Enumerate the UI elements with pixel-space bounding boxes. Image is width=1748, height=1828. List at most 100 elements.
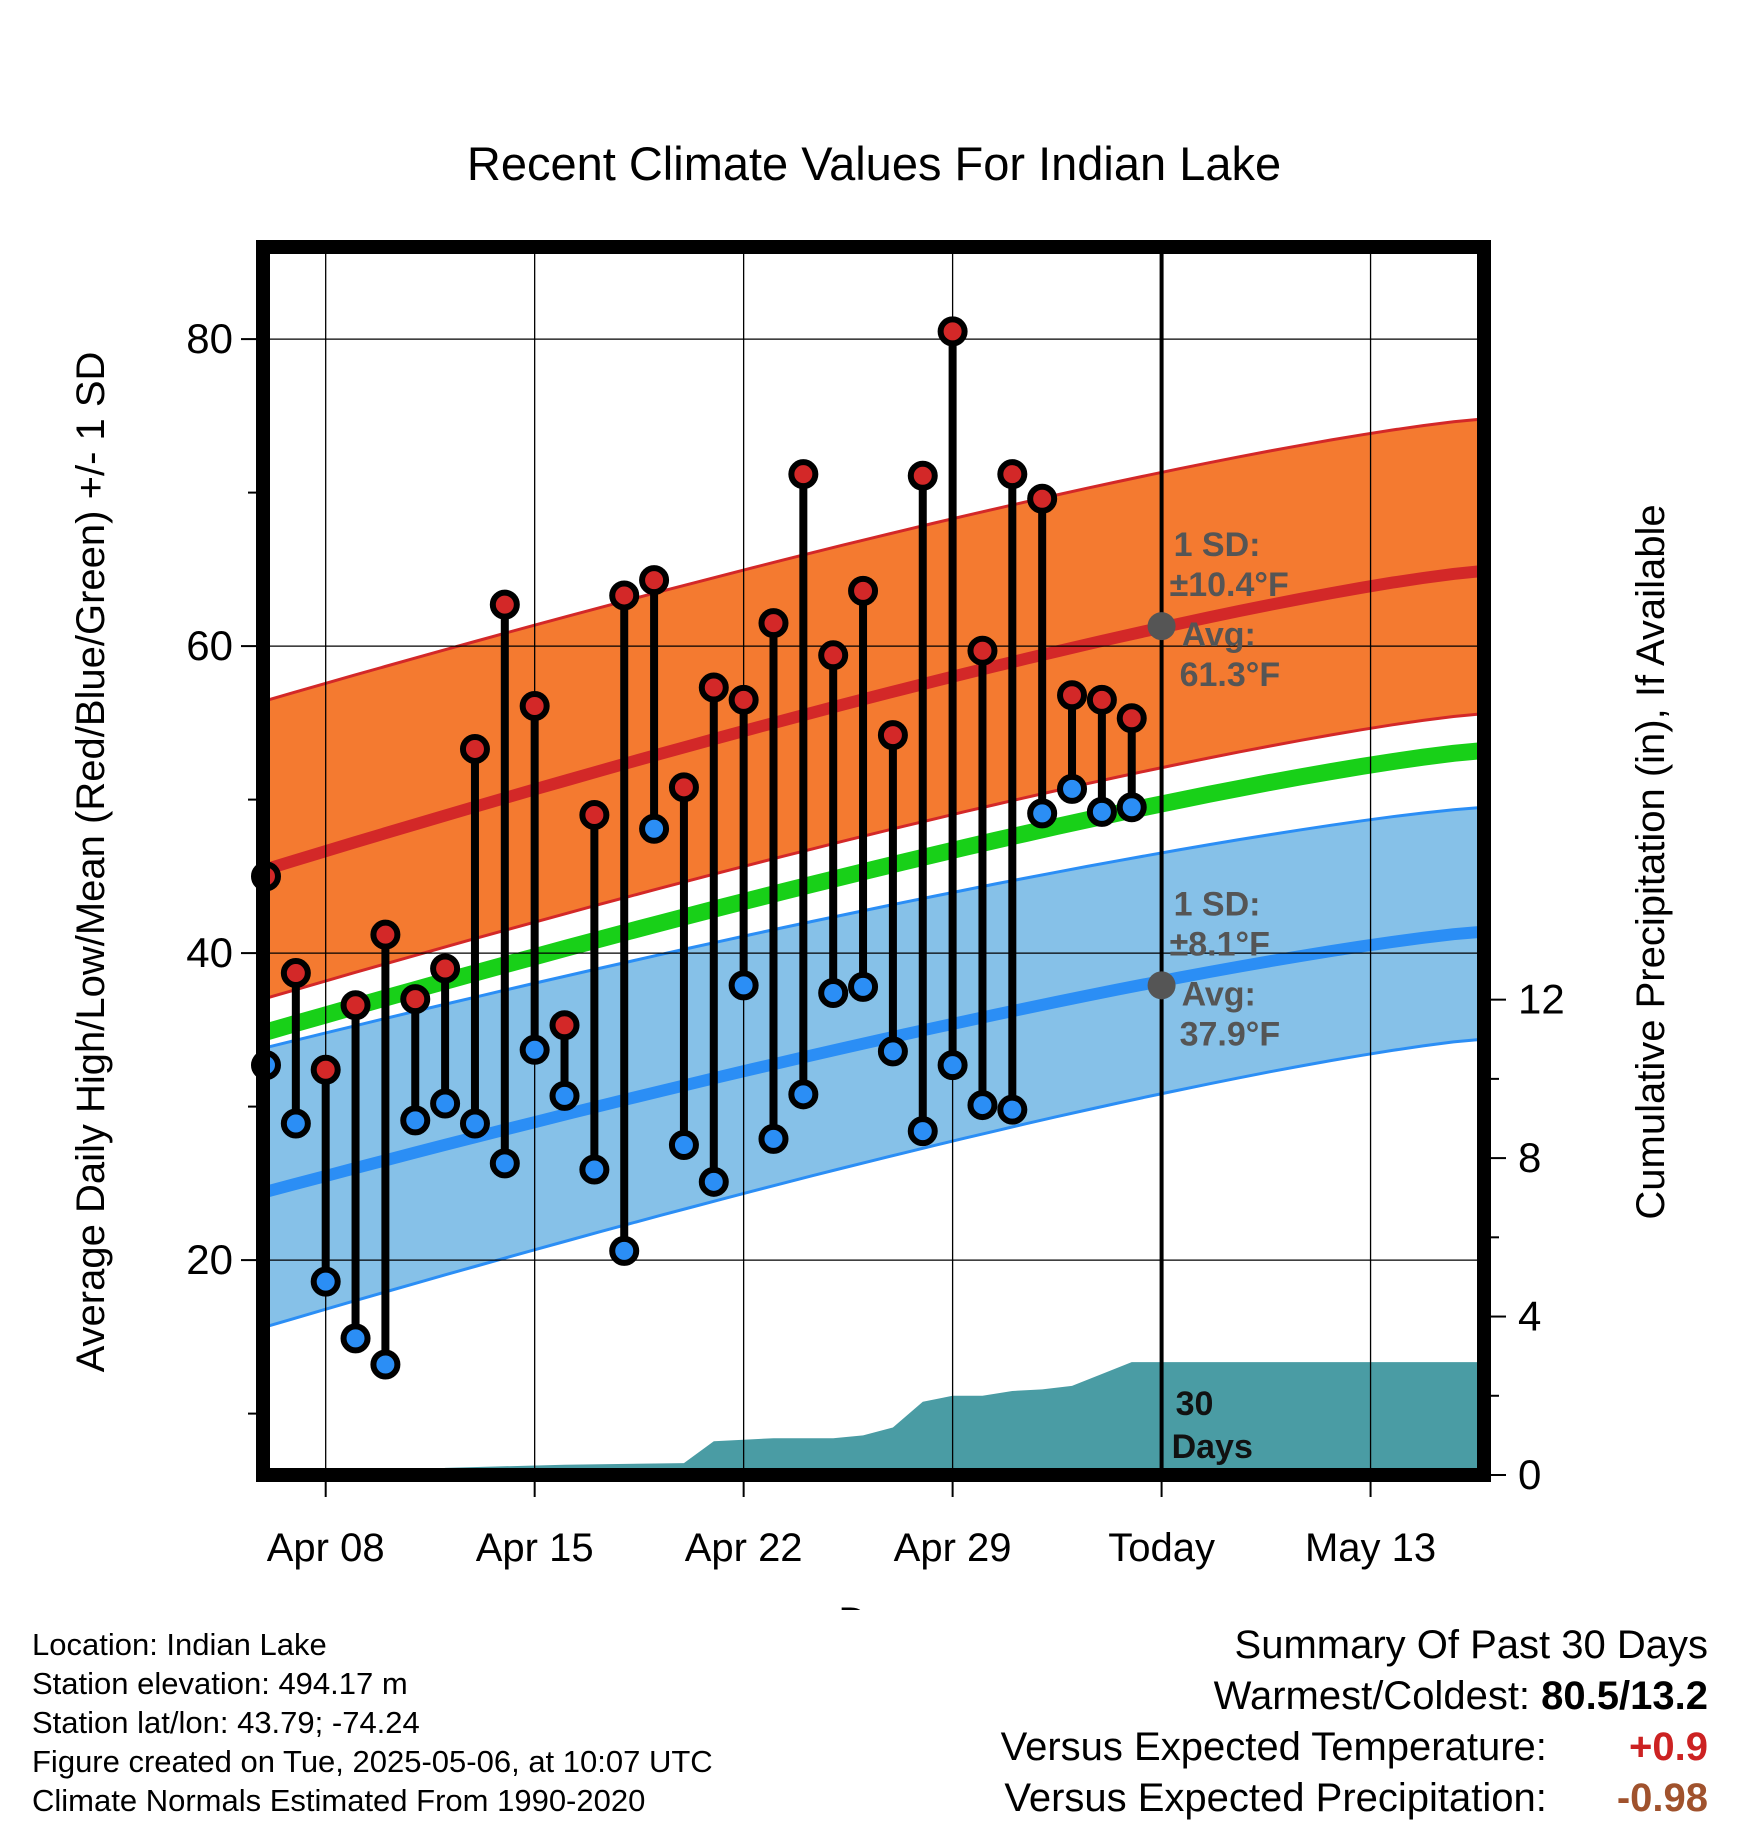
daily-low-point: [280, 1108, 311, 1139]
daily-high-point: [967, 635, 998, 666]
warmest-coldest-value: 80.5/13.2: [1541, 1674, 1708, 1718]
today-low-avg-label: Avg:: [1182, 975, 1256, 1013]
daily-low-point: [400, 1105, 431, 1136]
created-text: Figure created on Tue, 2025-05-06, at 10…: [32, 1744, 713, 1779]
daily-high-point: [370, 919, 401, 950]
temp-anomaly-label: Versus Expected Temperature:: [1000, 1725, 1547, 1769]
normals-text: Climate Normals Estimated From 1990-2020: [32, 1783, 646, 1818]
daily-high-point: [1027, 483, 1058, 514]
daily-high-point: [1116, 703, 1147, 734]
latlon-text: Station lat/lon: 43.79; -74.24: [32, 1705, 420, 1740]
daily-low-point: [519, 1034, 550, 1065]
y2-tick-label: 8: [1518, 1134, 1541, 1181]
daily-high-point: [1057, 680, 1088, 711]
y-tick-label: 40: [186, 929, 233, 976]
y-tick-label: 20: [186, 1236, 233, 1283]
x-axis-label: Day: [838, 1600, 909, 1610]
chart-title: Recent Climate Values For Indian Lake: [467, 137, 1281, 190]
y2-tick-label: 12: [1518, 976, 1565, 1023]
daily-low-point: [459, 1108, 490, 1139]
daily-high-point: [519, 690, 550, 721]
daily-high-point: [1086, 684, 1117, 715]
daily-high-point: [668, 772, 699, 803]
daily-high-point: [907, 460, 938, 491]
daily-high-point: [848, 575, 879, 606]
summary-heading: Summary Of Past 30 Days: [1234, 1623, 1708, 1667]
today-low-sd-value: ±8.1°F: [1170, 925, 1270, 963]
daily-high-point: [997, 459, 1028, 490]
daily-high-point: [818, 640, 849, 671]
y-axis-label: Average Daily High/Low/Mean (Red/Blue/Gr…: [69, 352, 113, 1373]
daily-low-point: [430, 1088, 461, 1119]
temp-anomaly-value: +0.9: [1629, 1725, 1708, 1769]
high-sd-band-upper-edge: [262, 417, 1485, 703]
period-label-days: Days: [1172, 1428, 1253, 1466]
daily-low-point: [609, 1235, 640, 1266]
daily-high-point: [579, 799, 610, 830]
daily-low-point: [758, 1123, 789, 1154]
location-text: Location: Indian Lake: [32, 1627, 327, 1662]
today-high-point: [1147, 612, 1176, 641]
daily-high-point: [310, 1054, 341, 1085]
x-tick-label: Apr 15: [476, 1526, 594, 1570]
normal-low-line: [263, 925, 1484, 1199]
warmest-coldest-row: Warmest/Coldest: 80.5/13.2: [1001, 1671, 1708, 1722]
daily-high-point: [400, 984, 431, 1015]
x-tick-label: Apr 29: [894, 1526, 1012, 1570]
today-high-avg-label: Avg:: [1182, 616, 1256, 654]
daily-high-point: [639, 565, 670, 596]
daily-low-point: [340, 1323, 371, 1354]
daily-low-point: [848, 971, 879, 1002]
today-high-sd-value: ±10.4°F: [1170, 566, 1289, 604]
daily-high-point: [430, 953, 461, 984]
warmest-coldest-label: Warmest/Coldest:: [1213, 1674, 1531, 1718]
temp-anomaly-row: Versus Expected Temperature: +0.9: [1001, 1722, 1708, 1773]
daily-high-point: [877, 720, 908, 751]
daily-low-point: [1057, 773, 1088, 804]
daily-low-point: [1086, 796, 1117, 827]
x-tick-label: Apr 08: [267, 1526, 385, 1570]
daily-low-point: [698, 1166, 729, 1197]
station-info: Location: Indian Lake Station elevation:…: [32, 1625, 713, 1820]
daily-high-point: [489, 589, 520, 620]
daily-low-point: [818, 978, 849, 1009]
daily-low-point: [549, 1080, 580, 1111]
daily-low-point: [877, 1036, 908, 1067]
today-high-avg-value: 61.3°F: [1180, 656, 1281, 694]
climate-chart: Recent Climate Values For Indian Lake Da…: [69, 137, 1673, 1610]
daily-low-point: [728, 970, 759, 1001]
daily-low-point: [1027, 798, 1058, 829]
x-tick-label: Apr 22: [685, 1526, 803, 1570]
daily-low-point: [967, 1090, 998, 1121]
precip-anomaly-label: Versus Expected Precipitation:: [1004, 1776, 1547, 1820]
daily-low-point: [937, 1050, 968, 1081]
plot-frame: [256, 240, 1491, 1482]
daily-low-point: [579, 1154, 610, 1185]
daily-low-point: [997, 1094, 1028, 1125]
daily-high-point: [340, 990, 371, 1021]
daily-low-point: [788, 1079, 819, 1110]
high-sd-band-fill: [263, 418, 1484, 1000]
low-sd-band-fill: [263, 807, 1484, 1328]
normal-high-line: [263, 564, 1484, 876]
daily-high-point: [758, 608, 789, 639]
daily-high-point: [549, 1010, 580, 1041]
daily-low-point: [1116, 792, 1147, 823]
high-sd-band-lower-edge: [262, 712, 1485, 1001]
low-sd-band-lower-edge: [262, 1037, 1485, 1330]
daily-high-point: [728, 684, 759, 715]
precip-anomaly-value: -0.98: [1616, 1776, 1708, 1820]
precip-anomaly-row: Versus Expected Precipitation: -0.98: [1001, 1773, 1708, 1824]
daily-high-point: [609, 580, 640, 611]
daily-low-point: [370, 1349, 401, 1380]
today-low-point: [1147, 971, 1176, 1000]
daily-low-point: [489, 1148, 520, 1179]
daily-low-point: [639, 813, 670, 844]
daily-low-point: [310, 1266, 341, 1297]
y2-tick-label: 4: [1518, 1293, 1541, 1340]
normal-mean-line: [263, 742, 1484, 1042]
y-tick-label: 80: [186, 315, 233, 362]
daily-high-point: [698, 672, 729, 703]
low-sd-band-upper-edge: [262, 805, 1485, 1050]
